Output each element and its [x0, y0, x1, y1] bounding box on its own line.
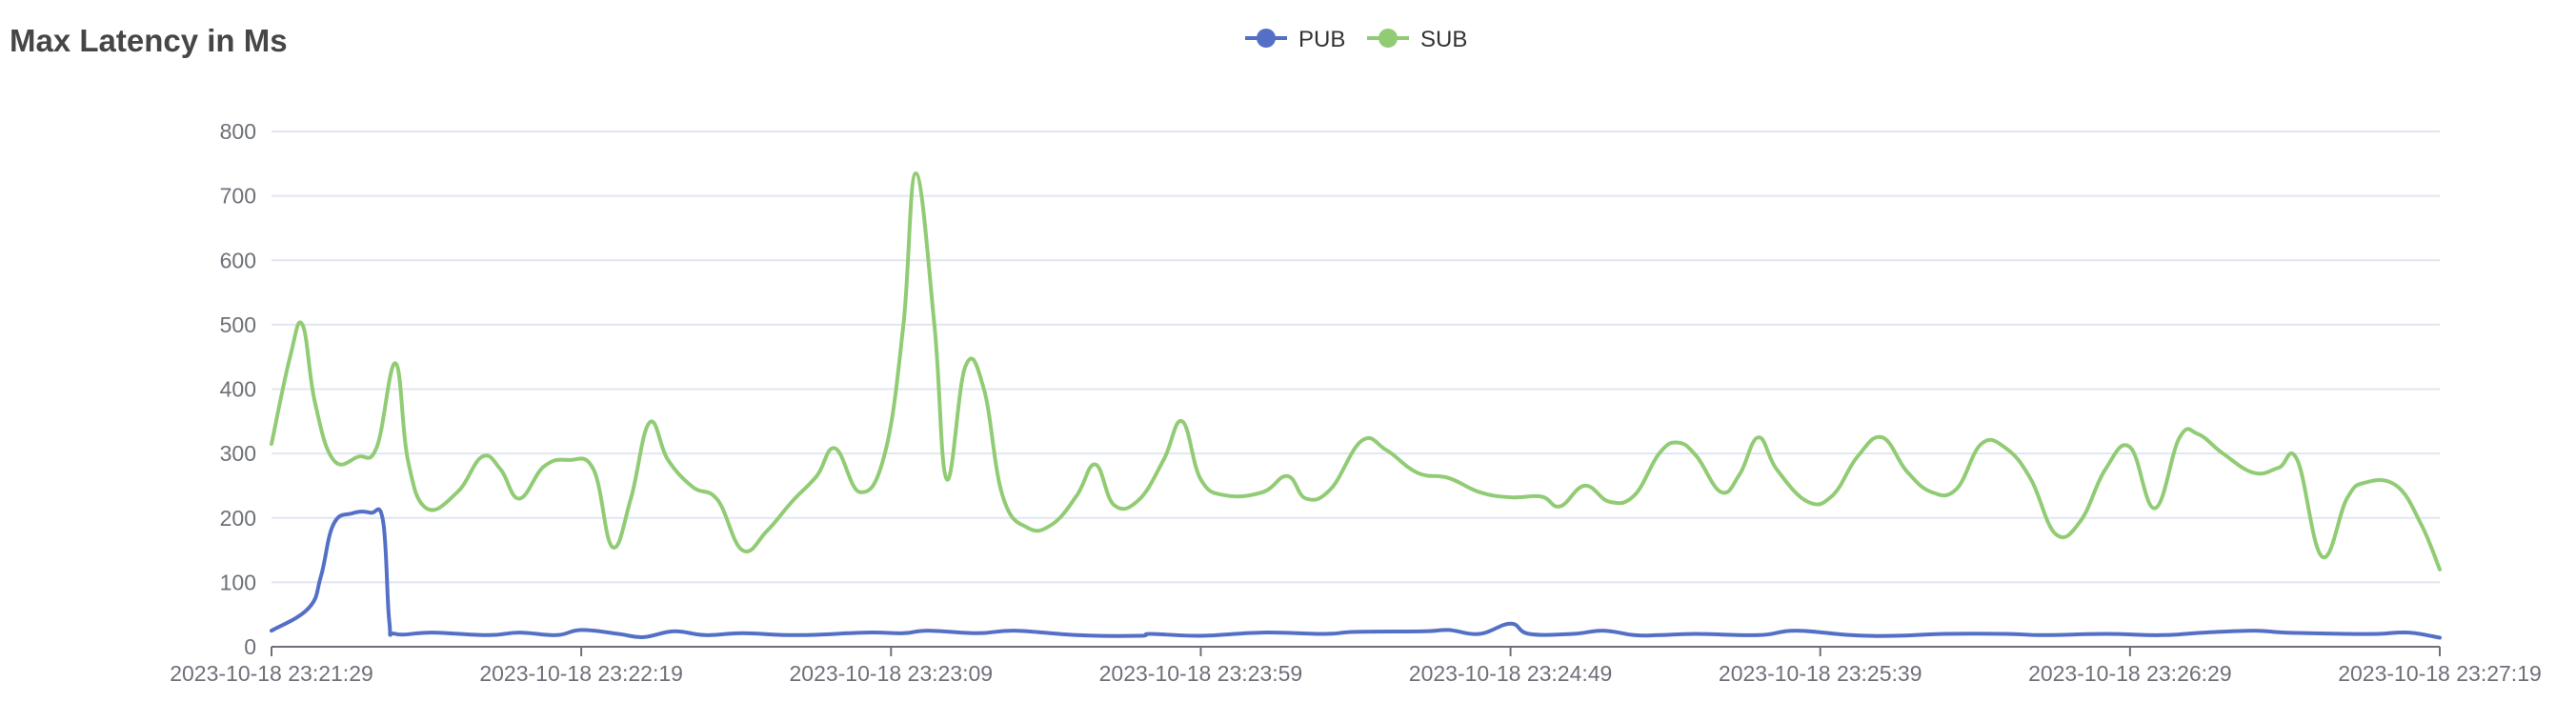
x-tick-label: 2023-10-18 23:26:29 — [2028, 661, 2232, 686]
series-lines — [270, 171, 2442, 640]
legend[interactable]: PUB SUB — [1245, 27, 1467, 52]
x-tick-label: 2023-10-18 23:27:19 — [2338, 661, 2542, 686]
grid-lines — [272, 130, 2440, 584]
x-tick-label: 2023-10-18 23:25:39 — [1719, 661, 1922, 686]
y-tick-label: 0 — [244, 634, 256, 659]
axes: 0 100 200 300 400 500 600 700 800 2023-10-18 23:2… — [170, 119, 2542, 686]
legend-marker-icon — [1257, 29, 1276, 48]
x-tick-label: 2023-10-18 23:23:09 — [789, 661, 993, 686]
y-tick-label: 200 — [220, 506, 256, 531]
y-tick-label: 400 — [220, 377, 256, 402]
x-tick-label: 2023-10-18 23:24:49 — [1409, 661, 1613, 686]
legend-label: SUB — [1420, 27, 1467, 52]
y-tick-label: 300 — [220, 441, 256, 466]
legend-label: PUB — [1298, 27, 1345, 52]
y-tick-label: 100 — [220, 570, 256, 594]
legend-item-pub[interactable]: PUB — [1245, 27, 1345, 52]
x-tick-label: 2023-10-18 23:23:59 — [1099, 661, 1303, 686]
y-tick-label: 800 — [220, 119, 256, 144]
series-line-pub[interactable] — [270, 507, 2442, 640]
x-tick-label: 2023-10-18 23:22:19 — [479, 661, 683, 686]
y-tick-label: 700 — [220, 184, 256, 209]
series-line-sub[interactable] — [270, 171, 2442, 572]
legend-item-sub[interactable]: SUB — [1367, 27, 1467, 52]
legend-marker-icon — [1379, 29, 1398, 48]
chart-title: Max Latency in Ms — [10, 23, 288, 58]
x-tick-label: 2023-10-18 23:21:29 — [170, 661, 373, 686]
y-tick-label: 500 — [220, 312, 256, 337]
y-tick-label: 600 — [220, 248, 256, 272]
